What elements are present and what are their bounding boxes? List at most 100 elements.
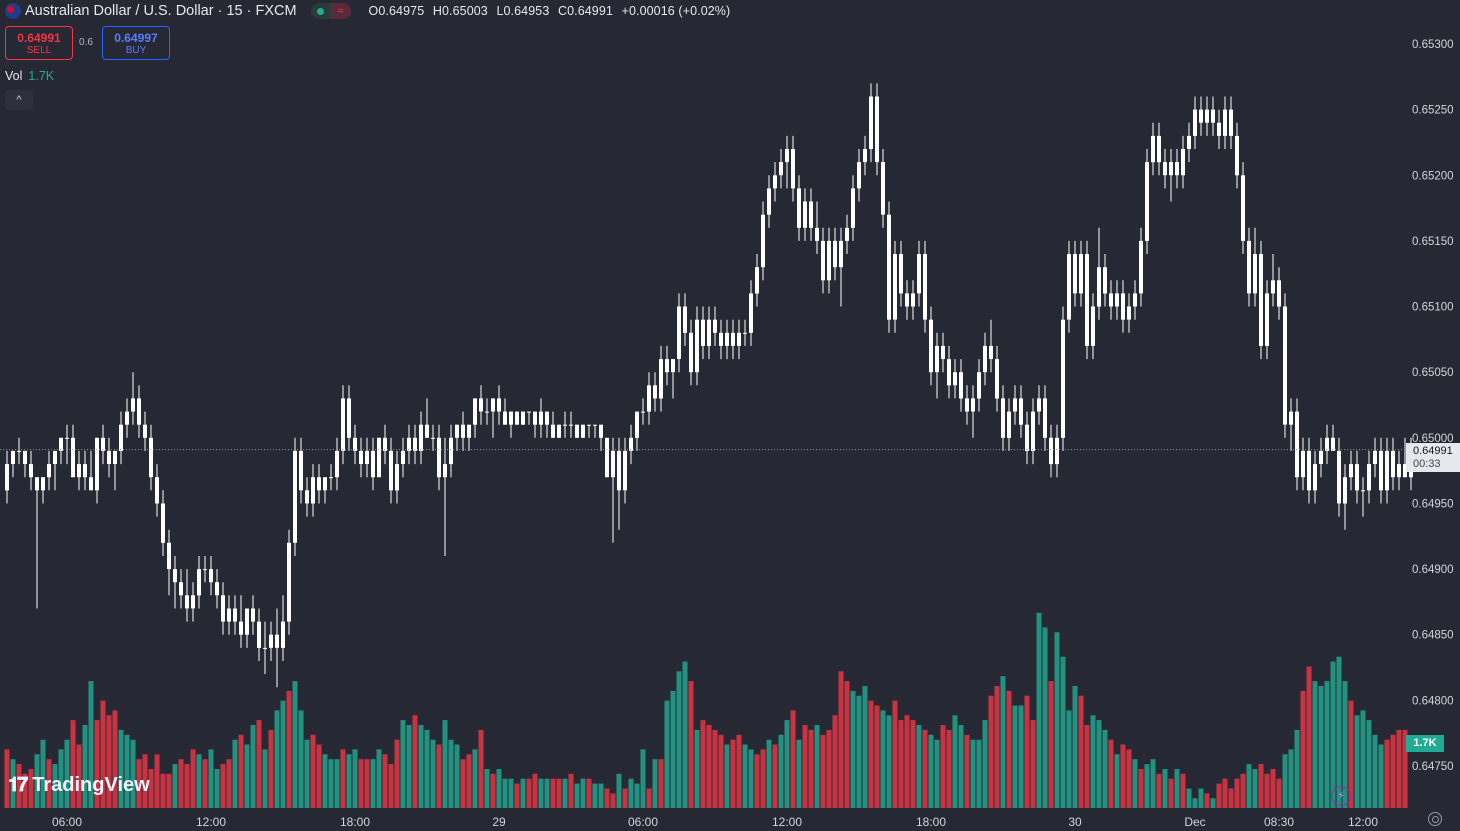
volume-bar bbox=[1252, 769, 1258, 808]
volume-bar bbox=[250, 725, 256, 808]
volume-bar bbox=[448, 739, 454, 808]
volume-bar bbox=[262, 749, 268, 808]
sell-button[interactable]: 0.64991 SELL bbox=[5, 26, 73, 60]
candle bbox=[731, 319, 735, 360]
candle bbox=[683, 293, 687, 346]
candle-body bbox=[875, 96, 879, 163]
candle-body bbox=[1235, 135, 1239, 176]
volume-bar bbox=[400, 720, 406, 808]
candle bbox=[1283, 293, 1287, 438]
candle-body bbox=[515, 411, 519, 425]
candle bbox=[1235, 122, 1239, 189]
time-tick-label: 12:00 bbox=[1348, 815, 1378, 829]
candle bbox=[761, 201, 765, 281]
candle bbox=[1115, 280, 1119, 320]
volume-bar bbox=[232, 739, 238, 808]
volume-bar bbox=[1090, 715, 1096, 808]
candle-body bbox=[863, 149, 867, 163]
candle bbox=[839, 227, 843, 307]
candle-body bbox=[995, 359, 999, 399]
candle bbox=[275, 608, 279, 688]
candle-body bbox=[635, 411, 639, 438]
candle-body bbox=[1073, 254, 1077, 294]
candle-body bbox=[473, 398, 477, 425]
candle-body bbox=[1187, 135, 1191, 149]
candle-body bbox=[401, 450, 405, 464]
buy-label: BUY bbox=[125, 44, 147, 56]
volume-bar bbox=[520, 778, 526, 808]
candle bbox=[443, 437, 447, 556]
candle-body bbox=[365, 450, 369, 464]
volume-bar bbox=[1216, 783, 1222, 808]
market-status-pill[interactable]: ≈ bbox=[310, 3, 351, 19]
buy-button[interactable]: 0.64997 BUY bbox=[102, 26, 170, 60]
volume-bar bbox=[1006, 690, 1012, 808]
volume-bar bbox=[946, 729, 952, 808]
volume-bar bbox=[1366, 720, 1372, 808]
candle-body bbox=[503, 411, 507, 425]
candle bbox=[1373, 437, 1377, 478]
candle-body bbox=[569, 424, 573, 426]
symbol-title[interactable]: Australian Dollar / U.S. Dollar · 15 · F… bbox=[25, 3, 297, 19]
candle-body bbox=[41, 477, 45, 491]
candle bbox=[1199, 96, 1203, 136]
candle bbox=[407, 424, 411, 465]
candle bbox=[623, 437, 627, 504]
lightning-icon[interactable]: ⚡ bbox=[1331, 786, 1351, 806]
candle-body bbox=[965, 398, 969, 412]
candle-body bbox=[173, 569, 177, 583]
volume-bar bbox=[898, 720, 904, 808]
candle-body bbox=[323, 477, 327, 491]
volume-bar bbox=[622, 788, 628, 808]
candle-body bbox=[479, 398, 483, 412]
candle bbox=[11, 450, 15, 478]
volume-bar bbox=[1066, 710, 1072, 808]
candle bbox=[599, 424, 603, 451]
candle-body bbox=[1391, 450, 1395, 478]
candle bbox=[515, 411, 519, 425]
volume-bar bbox=[64, 739, 70, 808]
collapse-legend-button[interactable]: ^ bbox=[5, 90, 33, 110]
price-axis[interactable]: 0.65300 0.65250 0.65200 0.65150 0.65100 0.650… bbox=[1412, 39, 1454, 773]
buy-price: 0.64997 bbox=[114, 30, 158, 45]
candle-body bbox=[113, 450, 117, 464]
price-tick-label: 0.64950 bbox=[1412, 499, 1454, 511]
candle-body bbox=[749, 293, 753, 333]
candle bbox=[461, 411, 465, 451]
time-axis[interactable]: 06:00 12:00 18:00 29 06:00 12:00 18:00 30 Dec 08:… bbox=[52, 815, 1378, 829]
price-tick-label: 0.64850 bbox=[1412, 630, 1454, 642]
candle-body bbox=[839, 240, 843, 268]
volume-bar bbox=[1342, 681, 1348, 808]
tradingview-logo[interactable]: 𝟏𝟕 TradingView bbox=[8, 774, 150, 797]
candle bbox=[1025, 411, 1029, 465]
volume-bar bbox=[316, 744, 322, 808]
candle-body bbox=[437, 437, 441, 478]
volume-bar bbox=[616, 773, 622, 808]
candle bbox=[533, 411, 537, 438]
candle-body bbox=[923, 254, 927, 320]
volume-bar bbox=[1258, 764, 1264, 808]
candle-body bbox=[1331, 437, 1335, 451]
candle bbox=[755, 254, 759, 307]
candle-body bbox=[713, 319, 717, 333]
volume-bar bbox=[1042, 627, 1048, 808]
volume-bar bbox=[1300, 690, 1306, 808]
price-tick-label: 0.65000 bbox=[1412, 433, 1454, 445]
candle bbox=[1145, 149, 1149, 254]
volume-bar bbox=[760, 749, 766, 808]
settings-gear-icon[interactable] bbox=[1428, 812, 1442, 826]
volume-legend[interactable]: Vol 1.7K bbox=[5, 69, 54, 83]
volume-bar bbox=[958, 725, 964, 808]
candle-body bbox=[611, 450, 615, 478]
candle-body bbox=[1295, 411, 1299, 478]
candle bbox=[989, 319, 993, 373]
candle-body bbox=[1253, 254, 1257, 294]
candle bbox=[437, 424, 441, 491]
volume-bar bbox=[940, 725, 946, 808]
volume-bar bbox=[88, 681, 94, 808]
volume-bar bbox=[676, 671, 682, 808]
volume-bar bbox=[1192, 798, 1198, 808]
candle bbox=[491, 398, 495, 438]
volume-bar bbox=[1324, 681, 1330, 808]
